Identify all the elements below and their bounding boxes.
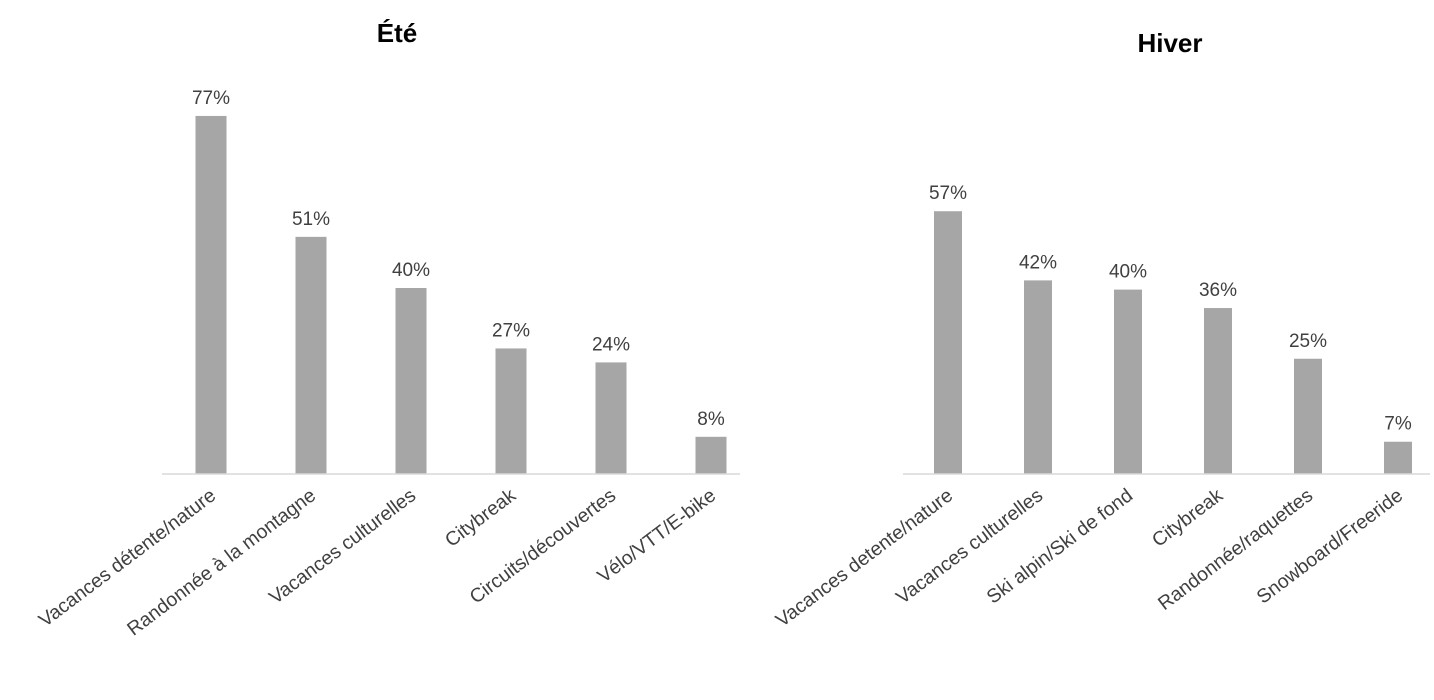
bar-summer-0: [195, 115, 227, 474]
bar-summer-3: [495, 348, 527, 474]
bar-winter-3: [1204, 308, 1232, 474]
category-label-winter-4: Randonnée/raquettes: [1154, 484, 1317, 615]
winter-chart: Hiver 57% Vacances detente/nature 42% Vacan…: [772, 28, 1430, 632]
category-label-winter-1: Vacances culturelles: [892, 484, 1047, 608]
value-label-winter-2: 40%: [1109, 262, 1147, 283]
bar-winter-5: [1384, 441, 1412, 474]
bar-winter-4: [1294, 358, 1322, 474]
value-label-winter-1: 42%: [1019, 252, 1057, 273]
value-label-summer-0: 77%: [192, 88, 230, 109]
summer-chart: Été 77% Vacances détente/nature 51% Randonn…: [35, 18, 740, 640]
bar-summer-4: [595, 362, 627, 474]
category-label-summer-3: Citybreak: [441, 484, 520, 551]
value-label-summer-4: 24%: [592, 334, 630, 355]
value-label-summer-5: 8%: [697, 409, 725, 430]
category-label-winter-5: Snowboard/Freeride: [1253, 484, 1407, 608]
chart-title-summer: Été: [377, 18, 417, 48]
bar-winter-0: [934, 211, 962, 475]
bar-winter-1: [1024, 280, 1052, 474]
value-label-winter-4: 25%: [1289, 331, 1327, 352]
category-label-summer-1: Randonnée à la montagne: [123, 484, 320, 640]
bar-winter-2: [1114, 289, 1142, 474]
bar-summer-1: [295, 236, 327, 474]
category-label-winter-0: Vacances detente/nature: [772, 484, 957, 631]
value-label-winter-3: 36%: [1199, 280, 1237, 301]
value-label-summer-3: 27%: [492, 320, 530, 341]
bar-summer-5: [695, 436, 727, 474]
category-label-winter-3: Citybreak: [1148, 484, 1227, 551]
bar-summer-2: [395, 288, 427, 474]
value-label-summer-1: 51%: [292, 209, 330, 230]
category-label-winter-2: Ski alpin/Ski de fond: [983, 484, 1137, 608]
value-label-winter-5: 7%: [1384, 414, 1412, 435]
chart-title-winter: Hiver: [1137, 28, 1202, 58]
value-label-summer-2: 40%: [392, 260, 430, 281]
category-label-summer-0: Vacances détente/nature: [35, 484, 220, 631]
value-label-winter-0: 57%: [929, 183, 967, 204]
